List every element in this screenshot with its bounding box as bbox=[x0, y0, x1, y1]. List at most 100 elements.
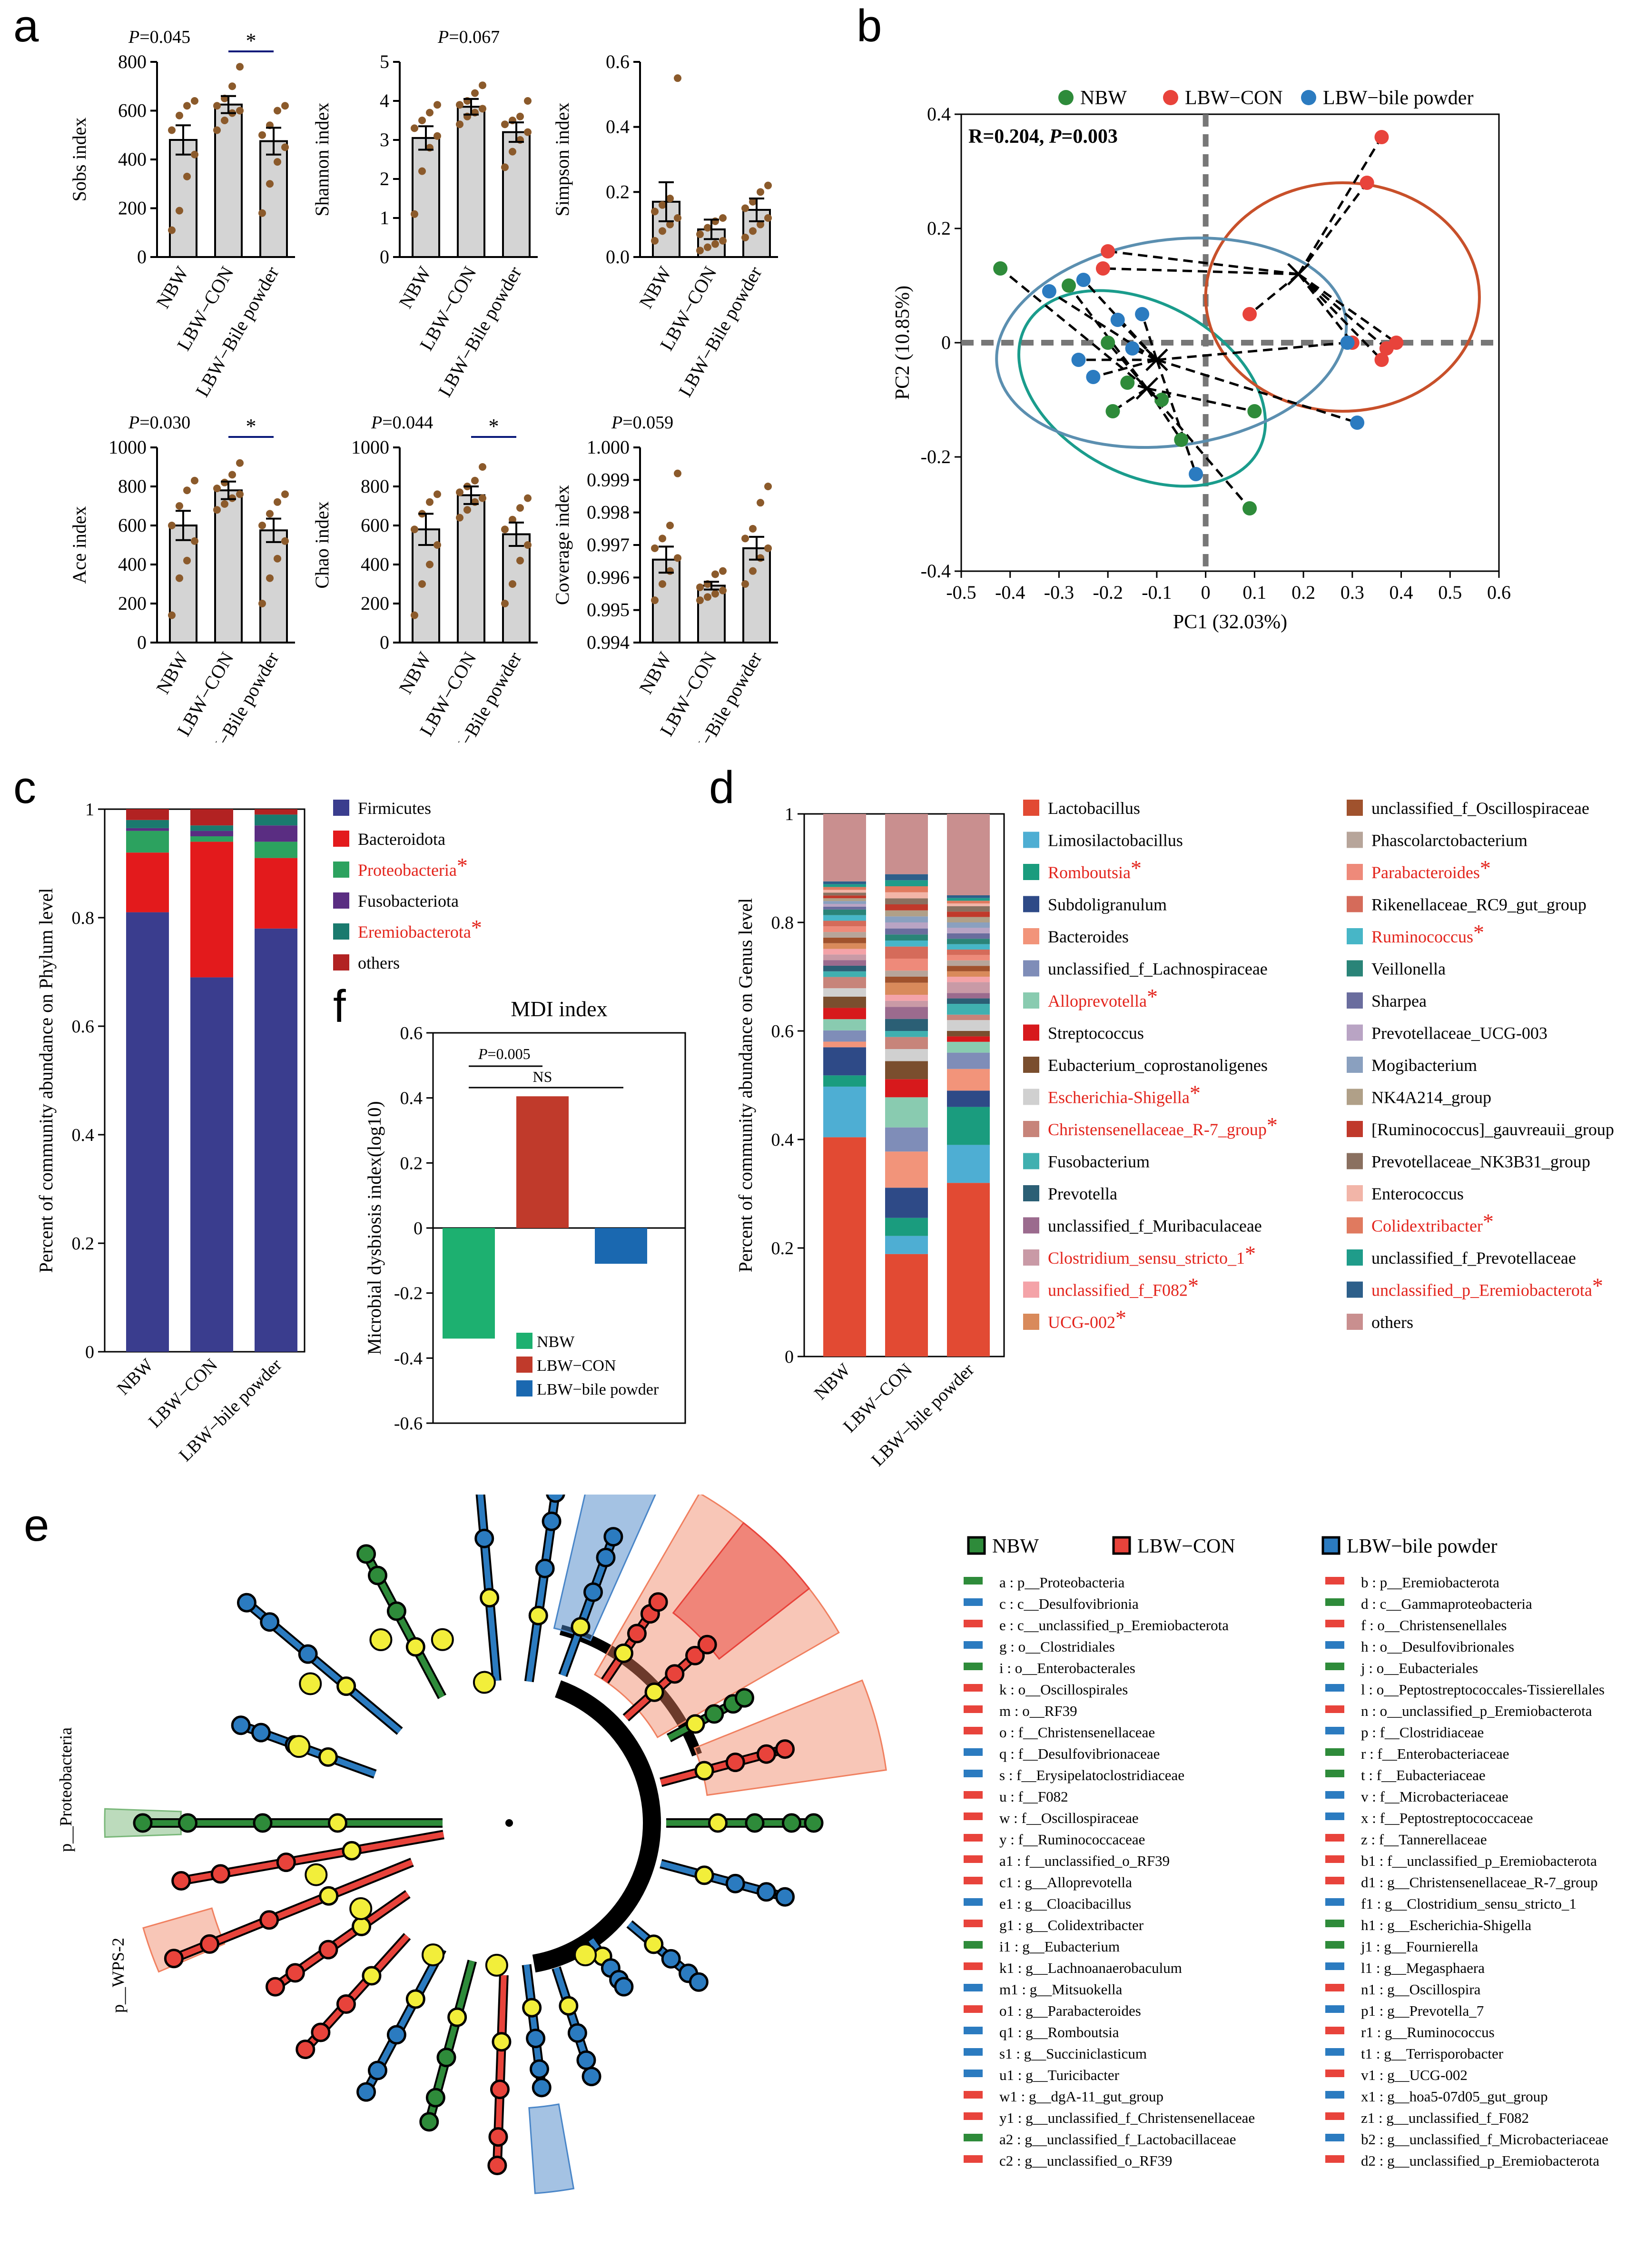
taxa-swatch bbox=[1325, 1684, 1344, 1692]
clade-node bbox=[352, 1916, 372, 1936]
x-tick-label: NBW bbox=[152, 648, 193, 698]
data-point bbox=[741, 204, 749, 212]
clade-node bbox=[685, 1714, 705, 1734]
stack-segment bbox=[885, 934, 928, 941]
data-point bbox=[411, 525, 418, 534]
legend-label: Eremiobacterota* bbox=[358, 915, 482, 941]
stack-segment bbox=[823, 1086, 866, 1138]
taxa-label: r : f__Enterobacteriaceae bbox=[1361, 1745, 1509, 1762]
centroid-link bbox=[1103, 267, 1299, 276]
taxa-swatch bbox=[964, 1877, 983, 1884]
group-legend-label: LBW−bile powder bbox=[1347, 1535, 1497, 1557]
taxa-label: d2 : g__unclassified_p_Eremiobacterota bbox=[1361, 2152, 1599, 2169]
clade-node bbox=[603, 1527, 623, 1547]
taxa-swatch bbox=[964, 1598, 983, 1606]
y-tick-label: 1000 bbox=[108, 436, 147, 458]
clade-highlight-bile bbox=[528, 2103, 575, 2194]
y-tick-label: -0.4 bbox=[921, 560, 951, 582]
legend-label: Alloprevotella* bbox=[1048, 984, 1158, 1010]
stack-segment bbox=[885, 1097, 928, 1128]
data-point bbox=[281, 102, 289, 110]
legend-label: NBW bbox=[537, 1333, 575, 1351]
y-tick-label: 400 bbox=[118, 149, 147, 170]
clade-node bbox=[804, 1813, 824, 1833]
clade-node bbox=[613, 1644, 633, 1664]
legend-label: LBW−CON bbox=[537, 1357, 616, 1375]
mdi-bar bbox=[516, 1096, 569, 1228]
taxa-label: z1 : g__unclassified_f_F082 bbox=[1361, 2110, 1529, 2126]
data-point bbox=[456, 120, 463, 129]
stack-segment bbox=[947, 922, 990, 928]
clade-node bbox=[336, 1994, 356, 2014]
clade-node bbox=[596, 1547, 616, 1567]
y-tick-label: 1.000 bbox=[587, 436, 630, 458]
stack-segment bbox=[947, 933, 990, 939]
stack-segment bbox=[885, 886, 928, 892]
panel-f-mdi-chart: MDI index 0.6 0.4 0.2 0 -0.2 -0.4 -0.6 Microbial… bbox=[364, 997, 686, 1434]
stack-segment bbox=[885, 1037, 928, 1049]
clade-node bbox=[480, 1588, 500, 1608]
y-tick-label: 0 bbox=[785, 1347, 794, 1367]
panel-letter-c: c bbox=[13, 762, 36, 813]
side-label: p__Proteobacteria bbox=[56, 1727, 75, 1852]
clade-node bbox=[576, 2050, 596, 2070]
data-point bbox=[426, 109, 434, 117]
clade-node bbox=[405, 1989, 425, 2009]
stack-segment bbox=[885, 1218, 928, 1236]
panel-letter-f: f bbox=[333, 981, 346, 1032]
centroid-mark bbox=[1287, 263, 1310, 286]
legend-swatch bbox=[1347, 896, 1363, 912]
data-point bbox=[168, 126, 176, 134]
legend-swatch bbox=[1023, 1185, 1039, 1201]
legend-label: Fusobacterium bbox=[1048, 1152, 1150, 1171]
legend-swatch bbox=[1347, 864, 1363, 880]
y-tick-label: 0.4 bbox=[927, 103, 951, 125]
clade-node bbox=[259, 1910, 279, 1930]
centroid-link bbox=[1093, 358, 1157, 378]
clade-node bbox=[260, 1612, 280, 1632]
data-point bbox=[666, 195, 674, 202]
y-tick-label: 0.6 bbox=[606, 51, 630, 72]
legend-swatch bbox=[1023, 1089, 1039, 1105]
data-point bbox=[674, 214, 681, 222]
legend-label: unclassified_f_Prevotellaceae bbox=[1371, 1248, 1576, 1268]
legend-swatch bbox=[1347, 1057, 1363, 1073]
taxa-label: d1 : g__Christensenellaceae_R-7_group bbox=[1361, 1874, 1598, 1891]
scatter-point bbox=[1110, 313, 1125, 327]
clade-node bbox=[665, 1664, 685, 1684]
stack-segment bbox=[255, 809, 297, 815]
stack-segment bbox=[126, 912, 169, 1352]
stack-segment bbox=[885, 928, 928, 935]
centroid-link bbox=[1156, 341, 1348, 361]
clade-node bbox=[447, 2007, 467, 2027]
data-point bbox=[168, 226, 176, 234]
group-ellipse bbox=[1017, 289, 1267, 488]
p-value: P=0.059 bbox=[611, 413, 673, 433]
clade-node bbox=[474, 1528, 494, 1548]
centroid-link bbox=[1141, 314, 1158, 360]
x-tick-label: NBW bbox=[810, 1360, 854, 1404]
taxa-swatch bbox=[1325, 1770, 1344, 1777]
taxa-label: a2 : g__unclassified_f_Lactobacillaceae bbox=[999, 2131, 1236, 2148]
y-tick-label: 0.2 bbox=[400, 1153, 423, 1173]
data-point bbox=[651, 237, 659, 245]
clade-node bbox=[775, 1887, 795, 1907]
clade-node bbox=[419, 2112, 439, 2132]
x-tick-label: -0.2 bbox=[1093, 582, 1123, 603]
y-axis-label: Shannon index bbox=[311, 103, 333, 217]
data-point bbox=[426, 498, 434, 506]
stack-segment bbox=[823, 1075, 866, 1087]
legend-swatch bbox=[1023, 1121, 1039, 1137]
clade-node bbox=[725, 1873, 745, 1893]
clade-node bbox=[694, 1761, 714, 1781]
data-point bbox=[509, 580, 516, 588]
taxa-swatch bbox=[1325, 1748, 1344, 1756]
stack-segment bbox=[823, 977, 866, 989]
data-point bbox=[274, 158, 281, 166]
x-tick-label: 0.2 bbox=[1291, 582, 1315, 603]
legend-swatch bbox=[1023, 864, 1039, 880]
data-point bbox=[274, 107, 281, 115]
data-point bbox=[168, 611, 176, 619]
clade-node bbox=[528, 1605, 548, 1625]
